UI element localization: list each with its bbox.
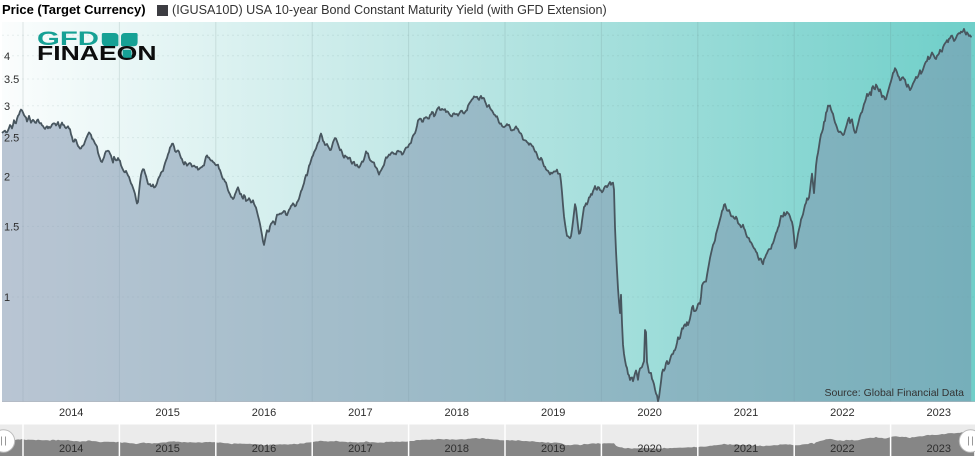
svg-text:Source: Global Financial Data: Source: Global Financial Data <box>825 387 965 399</box>
svg-text:2021: 2021 <box>734 443 758 455</box>
svg-text:2023: 2023 <box>927 407 951 419</box>
svg-text:3: 3 <box>4 101 10 113</box>
svg-text:2023: 2023 <box>927 443 951 455</box>
svg-text:2022: 2022 <box>830 443 854 455</box>
svg-text:2017: 2017 <box>348 443 372 455</box>
svg-text:2017: 2017 <box>348 407 372 419</box>
svg-text:3.5: 3.5 <box>4 74 19 86</box>
svg-text:2014: 2014 <box>59 407 83 419</box>
svg-text:2016: 2016 <box>252 443 276 455</box>
svg-text:2018: 2018 <box>445 407 469 419</box>
svg-text:2019: 2019 <box>541 443 565 455</box>
svg-text:2022: 2022 <box>830 407 854 419</box>
svg-text:GFD: GFD <box>37 29 99 50</box>
svg-text:FINAEON: FINAEON <box>37 43 157 65</box>
svg-text:2016: 2016 <box>252 407 276 419</box>
svg-text:2018: 2018 <box>445 443 469 455</box>
svg-text:2019: 2019 <box>541 407 565 419</box>
svg-text:2021: 2021 <box>734 407 758 419</box>
svg-text:1.5: 1.5 <box>4 221 19 233</box>
svg-text:2015: 2015 <box>155 443 179 455</box>
svg-text:2020: 2020 <box>637 443 661 455</box>
svg-text:4: 4 <box>4 51 10 63</box>
svg-text:2.5: 2.5 <box>4 133 19 145</box>
svg-text:2020: 2020 <box>637 407 661 419</box>
svg-text:2: 2 <box>4 171 10 183</box>
svg-text:2014: 2014 <box>59 443 83 455</box>
svg-text:2015: 2015 <box>155 407 179 419</box>
svg-text:1: 1 <box>4 292 10 304</box>
